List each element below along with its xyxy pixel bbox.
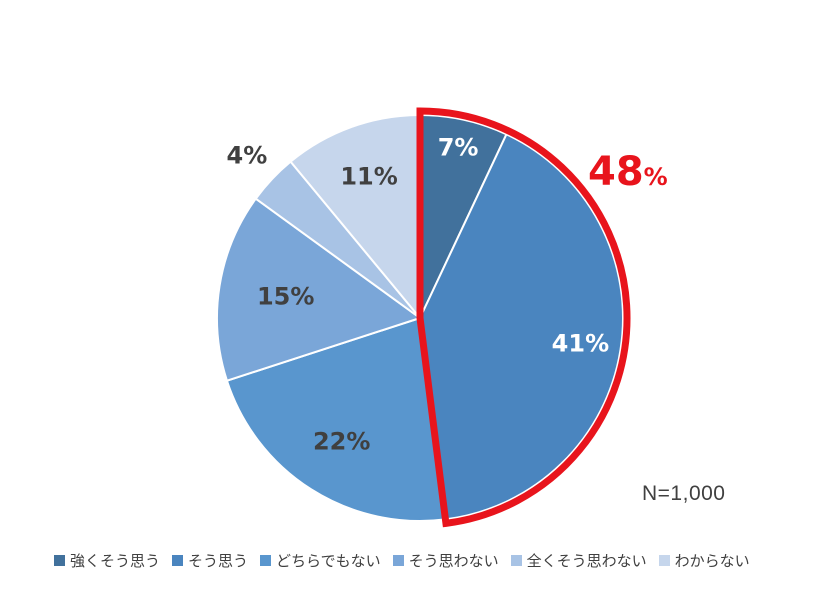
slice-5-data-label: 4%	[227, 141, 268, 169]
slice-4-data-label: 15%	[257, 283, 314, 311]
legend-label-3: どちらでもない	[276, 552, 381, 570]
highlight-total-number: 48	[588, 149, 644, 195]
legend-item-1: 強くそう思う	[54, 550, 160, 571]
legend-swatch-3	[260, 555, 272, 566]
legend-swatch-2	[172, 555, 184, 566]
legend-label-2: そう思う	[188, 552, 249, 570]
legend-label-5: 全くそう思わない	[526, 552, 647, 570]
highlight-outline	[416, 107, 631, 528]
highlight-total-unit: %	[644, 163, 668, 191]
slice-2-data-label: 41%	[552, 329, 609, 357]
legend-swatch-5	[510, 555, 522, 566]
sample-size-annotation: N=1,000	[642, 482, 726, 505]
legend-label-6: わからない	[674, 552, 750, 570]
slice-3-wedge	[225, 316, 447, 522]
legend-item-5: 全くそう思わない	[510, 550, 647, 571]
legend-swatch-4	[392, 555, 404, 566]
labels-layer: 7% 41% 22% 15% 4% 11%	[227, 134, 610, 456]
slice-1-data-label: 7%	[438, 134, 479, 162]
slice-2-wedge	[418, 132, 624, 521]
legend-label-4: そう思わない	[408, 552, 499, 570]
slice-4-wedge	[216, 197, 423, 382]
slice-3-data-label: 22%	[313, 427, 370, 455]
slices-layer	[216, 113, 624, 522]
slice-6-wedge	[289, 113, 421, 321]
legend: 強くそう思う そう思う どちらでもない そう思わない 全くそう思わない わからない	[54, 550, 762, 571]
legend-item-6: わからない	[658, 550, 750, 571]
legend-swatch-6	[658, 555, 670, 566]
highlight-total-callout: 48%	[588, 149, 668, 195]
legend-item-2: そう思う	[172, 550, 248, 571]
legend-item-3: どちらでもない	[260, 550, 381, 571]
legend-swatch-1	[54, 555, 65, 566]
legend-item-4: そう思わない	[392, 550, 499, 571]
legend-label-1: 強くそう思う	[70, 552, 161, 570]
slice-6-data-label: 11%	[340, 163, 397, 191]
highlight-layer	[416, 107, 631, 528]
